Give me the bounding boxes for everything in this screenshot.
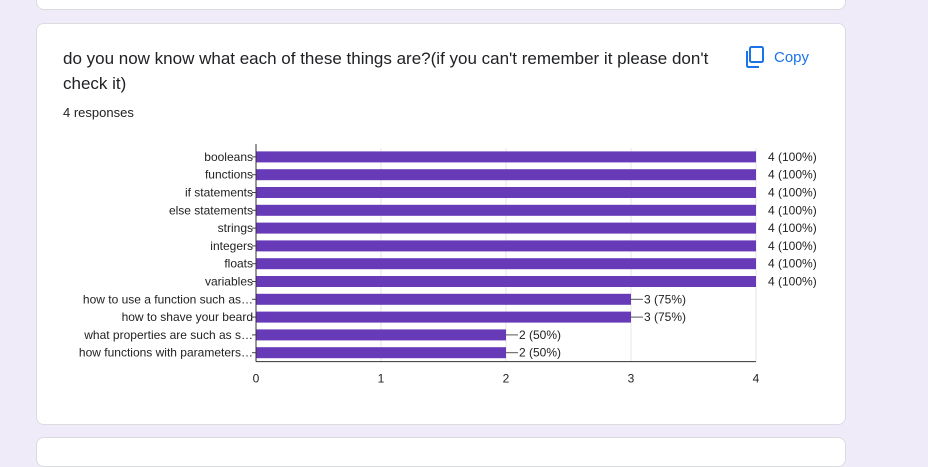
data-label: 4 (100%) bbox=[768, 186, 817, 200]
x-tick-label: 2 bbox=[503, 372, 510, 386]
data-label: 2 (50%) bbox=[519, 328, 561, 342]
data-label: 4 (100%) bbox=[768, 221, 817, 235]
question-card: do you now know what each of these thing… bbox=[36, 23, 846, 425]
category-label: integers bbox=[210, 239, 253, 253]
question-title: do you now know what each of these thing… bbox=[63, 49, 709, 93]
data-label: 4 (100%) bbox=[768, 168, 817, 182]
bar bbox=[256, 240, 756, 252]
bar bbox=[256, 276, 756, 287]
category-label: floats bbox=[224, 257, 253, 271]
x-tick-label: 4 bbox=[753, 372, 760, 386]
x-tick-label: 1 bbox=[378, 372, 385, 386]
previous-question-card bbox=[36, 0, 846, 10]
data-label: 3 (75%) bbox=[644, 292, 686, 306]
bar-chart: 0 1 2 3 4 booleans 4 (100%) functions 4 (100%) if… bbox=[79, 144, 817, 386]
bar bbox=[256, 311, 631, 323]
data-label: 4 (100%) bbox=[768, 239, 817, 253]
category-label: if statements bbox=[185, 186, 253, 200]
data-label: 2 (50%) bbox=[519, 346, 561, 360]
category-label: what properties are such as s… bbox=[83, 328, 253, 342]
bar bbox=[256, 187, 756, 198]
category-label: how functions with parameters… bbox=[79, 346, 253, 360]
category-label: strings bbox=[218, 221, 253, 235]
category-label: variables bbox=[205, 275, 253, 289]
data-label: 4 (100%) bbox=[768, 275, 817, 289]
x-tick-label: 0 bbox=[253, 372, 260, 386]
category-label: how to shave your beard bbox=[122, 310, 253, 324]
bar bbox=[256, 169, 756, 181]
bar bbox=[256, 329, 506, 341]
response-count: 4 responses bbox=[63, 105, 134, 120]
category-label: booleans bbox=[204, 150, 253, 164]
bar bbox=[256, 293, 631, 305]
data-label: 3 (75%) bbox=[644, 310, 686, 324]
bar bbox=[256, 258, 756, 270]
x-tick-label: 3 bbox=[628, 372, 635, 386]
copy-button[interactable]: Copy bbox=[745, 44, 809, 70]
bar bbox=[256, 204, 756, 216]
data-label: 4 (100%) bbox=[768, 203, 817, 217]
copy-label: Copy bbox=[774, 48, 810, 66]
next-question-card bbox=[36, 437, 846, 467]
bar bbox=[256, 347, 506, 359]
category-label: functions bbox=[205, 168, 253, 182]
copy-icon bbox=[745, 46, 765, 68]
data-label: 4 (100%) bbox=[768, 257, 817, 271]
bar bbox=[256, 222, 756, 234]
category-label: else statements bbox=[169, 203, 253, 217]
category-label: how to use a function such as… bbox=[83, 292, 253, 306]
bar bbox=[256, 151, 756, 163]
data-label: 4 (100%) bbox=[768, 150, 817, 164]
